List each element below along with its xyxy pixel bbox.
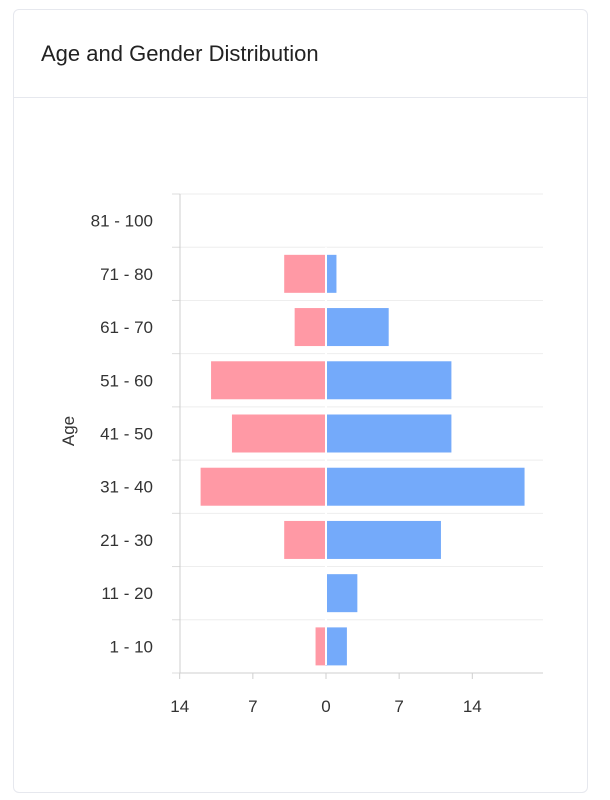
x-tick-label: 0: [321, 697, 330, 716]
y-tick-label: 61 - 70: [100, 318, 153, 337]
y-tick-label: 1 - 10: [110, 637, 153, 656]
bar-right-1: [326, 254, 337, 293]
y-tick-label: 11 - 20: [101, 584, 153, 603]
y-tick-labels: 81 - 100 71 - 80 61 - 70 51 - 60 41 - 50 31 -…: [91, 212, 153, 657]
x-tick-label: 7: [248, 697, 257, 716]
card-header: Age and Gender Distribution: [14, 10, 587, 98]
bar-right-4: [326, 414, 452, 453]
chart-card: Age and Gender Distribution: [13, 9, 588, 793]
y-tick-label: 81 - 100: [91, 212, 153, 231]
bar-left-3: [211, 361, 326, 400]
bar-left-5: [200, 467, 326, 506]
bar-right-7: [326, 574, 358, 613]
bar-left-4: [231, 414, 326, 453]
card-title: Age and Gender Distribution: [41, 41, 319, 66]
bar-right-8: [326, 627, 347, 666]
bar-right-5: [326, 467, 525, 506]
bar-left-2: [294, 308, 326, 347]
x-tick-label: 14: [463, 697, 482, 716]
bar-right-6: [326, 520, 441, 559]
x-tick-label: 7: [394, 697, 403, 716]
bar-right-3: [326, 361, 452, 400]
y-tick-label: 71 - 80: [100, 265, 153, 284]
bar-left-1: [284, 254, 326, 293]
x-tick-label: 14: [170, 697, 189, 716]
y-tick-label: 51 - 60: [100, 371, 153, 390]
axes: [172, 193, 543, 679]
y-tick-label: 21 - 30: [100, 531, 153, 550]
y-tick-label: 41 - 50: [100, 425, 153, 444]
bars: [200, 247, 525, 666]
bar-left-6: [284, 520, 326, 559]
x-tick-labels: 14 7 0 7 14: [170, 697, 482, 716]
bar-right-2: [326, 308, 389, 347]
y-axis-title: Age: [59, 416, 78, 446]
y-tick-label: 31 - 40: [100, 478, 153, 497]
bar-left-8: [315, 627, 326, 666]
